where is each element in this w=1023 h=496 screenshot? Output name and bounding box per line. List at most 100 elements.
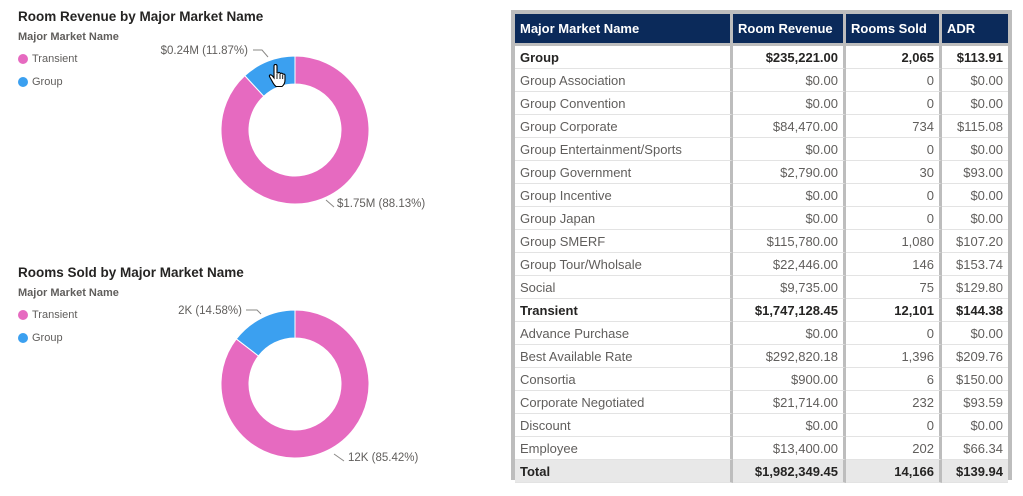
room-revenue-cell: $0.00 [733, 184, 846, 207]
adr-cell: $0.00 [942, 414, 1008, 437]
market-name-cell: Social [515, 276, 733, 299]
market-name-cell: Group [515, 46, 733, 69]
legend-swatch-transient [18, 309, 28, 320]
matrix-row[interactable]: Advance Purchase $0.00 0 $0.00 [515, 322, 1008, 345]
rooms-sold-cell: 0 [846, 69, 942, 92]
rooms-sold-cell: 0 [846, 92, 942, 115]
market-name-cell: Corporate Negotiated [515, 391, 733, 414]
matrix-row[interactable]: Consortia $900.00 6 $150.00 [515, 368, 1008, 391]
matrix-header-row: Major Market Name Room Revenue Rooms Sol… [515, 14, 1008, 46]
room-revenue-cell: $22,446.00 [733, 253, 846, 276]
total-market-name-cell: Total [515, 460, 733, 483]
matrix-row[interactable]: Best Available Rate $292,820.18 1,396 $209.… [515, 345, 1008, 368]
room-revenue-cell: $0.00 [733, 207, 846, 230]
adr-cell: $144.38 [942, 299, 1008, 322]
matrix-row[interactable]: Group SMERF $115,780.00 1,080 $107.20 [515, 230, 1008, 253]
rooms-sold-cell: 0 [846, 138, 942, 161]
room-revenue-cell: $235,221.00 [733, 46, 846, 69]
matrix-row[interactable]: Group Incentive $0.00 0 $0.00 [515, 184, 1008, 207]
adr-cell: $0.00 [942, 69, 1008, 92]
legend-label: Transient [32, 308, 78, 321]
room-revenue-cell: $2,790.00 [733, 161, 846, 184]
column-header-room-revenue[interactable]: Room Revenue [733, 14, 846, 46]
data-label: 12K (85.42%) [348, 452, 418, 464]
matrix-row[interactable]: Social $9,735.00 75 $129.80 [515, 276, 1008, 299]
room-revenue-cell: $900.00 [733, 368, 846, 391]
market-name-cell: Advance Purchase [515, 322, 733, 345]
rooms-sold-cell: 0 [846, 207, 942, 230]
market-name-cell: Group Incentive [515, 184, 733, 207]
total-adr-cell: $139.94 [942, 460, 1008, 483]
total-room-revenue-cell: $1,982,349.45 [733, 460, 846, 483]
rooms-sold-cell: 1,396 [846, 345, 942, 368]
donut-slice-transient[interactable] [220, 309, 370, 459]
legend-item-transient[interactable]: Transient [18, 303, 119, 326]
legend-item-group[interactable]: Group [18, 70, 119, 93]
room-revenue-chart: Room Revenue by Major Market Name Major … [0, 0, 500, 240]
legend-swatch-transient [18, 53, 28, 64]
donut-chart[interactable]: 12K (85.42%) 2K (14.58%) [0, 256, 500, 496]
legend-title: Major Market Name [18, 287, 119, 299]
matrix-row[interactable]: Group Convention $0.00 0 $0.00 [515, 92, 1008, 115]
adr-cell: $0.00 [942, 184, 1008, 207]
column-header-adr[interactable]: ADR [942, 14, 1008, 46]
adr-cell: $115.08 [942, 115, 1008, 138]
rooms-sold-cell: 12,101 [846, 299, 942, 322]
matrix-group-row[interactable]: Group $235,221.00 2,065 $113.91 [515, 46, 1008, 69]
rooms-sold-cell: 232 [846, 391, 942, 414]
column-header-rooms-sold[interactable]: Rooms Sold [846, 14, 942, 46]
adr-cell: $0.00 [942, 322, 1008, 345]
legend-label: Transient [32, 52, 78, 65]
matrix-row[interactable]: Group Government $2,790.00 30 $93.00 [515, 161, 1008, 184]
market-name-cell: Best Available Rate [515, 345, 733, 368]
market-name-cell: Consortia [515, 368, 733, 391]
adr-cell: $66.34 [942, 437, 1008, 460]
matrix-row[interactable]: Group Tour/Wholsale $22,446.00 146 $153.74 [515, 253, 1008, 276]
market-name-cell: Group Government [515, 161, 733, 184]
adr-cell: $209.76 [942, 345, 1008, 368]
chart-title: Room Revenue by Major Market Name [18, 9, 264, 24]
matrix-row[interactable]: Group Association $0.00 0 $0.00 [515, 69, 1008, 92]
rooms-sold-cell: 75 [846, 276, 942, 299]
donut-slice-group[interactable] [235, 309, 296, 357]
room-revenue-cell: $0.00 [733, 138, 846, 161]
matrix-row[interactable]: Group Japan $0.00 0 $0.00 [515, 207, 1008, 230]
matrix-row[interactable]: Corporate Negotiated $21,714.00 232 $93.59 [515, 391, 1008, 414]
rooms-sold-cell: 0 [846, 322, 942, 345]
adr-cell: $93.00 [942, 161, 1008, 184]
room-revenue-cell: $115,780.00 [733, 230, 846, 253]
adr-cell: $107.20 [942, 230, 1008, 253]
adr-cell: $150.00 [942, 368, 1008, 391]
chart-legend: Major Market Name Transient Group [18, 287, 119, 349]
room-revenue-cell: $13,400.00 [733, 437, 846, 460]
matrix-group-row[interactable]: Transient $1,747,128.45 12,101 $144.38 [515, 299, 1008, 322]
legend-label: Group [32, 331, 63, 344]
adr-cell: $129.80 [942, 276, 1008, 299]
room-revenue-cell: $0.00 [733, 69, 846, 92]
legend-item-transient[interactable]: Transient [18, 47, 119, 70]
room-revenue-cell: $0.00 [733, 414, 846, 437]
donut-chart[interactable]: $1.75M (88.13%) $0.24M (11.87%) [0, 0, 500, 240]
market-matrix: Major Market Name Room Revenue Rooms Sol… [511, 10, 1012, 483]
matrix-row[interactable]: Group Corporate $84,470.00 734 $115.08 [515, 115, 1008, 138]
market-name-cell: Employee [515, 437, 733, 460]
leader-line [253, 49, 269, 58]
matrix-row[interactable]: Group Entertainment/Sports $0.00 0 $0.00 [515, 138, 1008, 161]
market-name-cell: Group Entertainment/Sports [515, 138, 733, 161]
column-header-market[interactable]: Major Market Name [515, 14, 733, 46]
donut-slice-transient[interactable] [220, 55, 370, 205]
rooms-sold-cell: 30 [846, 161, 942, 184]
adr-cell: $0.00 [942, 138, 1008, 161]
adr-cell: $153.74 [942, 253, 1008, 276]
leader-line [246, 309, 262, 315]
rooms-sold-chart: Rooms Sold by Major Market Name Major Ma… [0, 256, 500, 496]
leader-line [333, 453, 345, 462]
matrix-row[interactable]: Discount $0.00 0 $0.00 [515, 414, 1008, 437]
matrix-row[interactable]: Employee $13,400.00 202 $66.34 [515, 437, 1008, 460]
room-revenue-cell: $84,470.00 [733, 115, 846, 138]
rooms-sold-cell: 2,065 [846, 46, 942, 69]
rooms-sold-cell: 1,080 [846, 230, 942, 253]
data-label: $1.75M (88.13%) [337, 198, 425, 210]
legend-item-group[interactable]: Group [18, 326, 119, 349]
rooms-sold-cell: 202 [846, 437, 942, 460]
